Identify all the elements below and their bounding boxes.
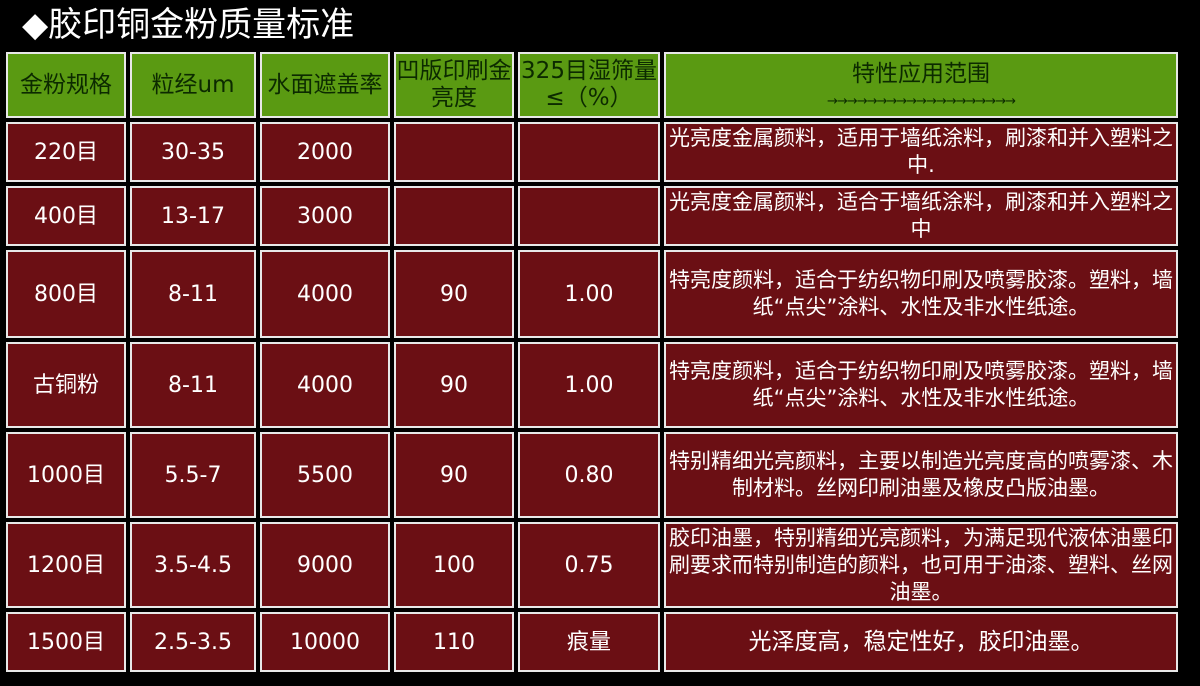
col-header-cover: 水面遮盖率 — [260, 52, 390, 118]
cell-bright: 90 — [394, 342, 514, 428]
cell-size: 8-11 — [130, 250, 256, 338]
cell-cover: 4000 — [260, 342, 390, 428]
cell-size: 30-35 — [130, 122, 256, 182]
cell-spec: 800目 — [6, 250, 126, 338]
table-row: 1000目 5.5-7 5500 90 0.80 特别精细光亮颜料，主要以制造光亮度高的喷… — [6, 432, 1178, 518]
col-header-bright: 凹版印刷金亮度 — [394, 52, 514, 118]
cell-cover: 3000 — [260, 186, 390, 246]
cell-spec: 220目 — [6, 122, 126, 182]
table-row: 1500目 2.5-3.5 10000 110 痕量 光泽度高，稳定性好，胶印油墨。 — [6, 612, 1178, 672]
cell-bright: 90 — [394, 432, 514, 518]
cell-sieve: 痕量 — [518, 612, 660, 672]
cell-sieve — [518, 122, 660, 182]
col-header-desc: 特性应用范围 →→→→→→→→→→→→→→→→→→→ — [664, 52, 1178, 118]
cell-cover: 2000 — [260, 122, 390, 182]
cell-spec: 1500目 — [6, 612, 126, 672]
table-row: 400目 13-17 3000 光亮度金属颜料，适合于墙纸涂料，刷漆和并入塑料之中 — [6, 186, 1178, 246]
cell-desc: 胶印油墨，特别精细光亮颜料，为满足现代液体油墨印刷要求而特别制造的颜料，也可用于… — [664, 522, 1178, 608]
cell-cover: 4000 — [260, 250, 390, 338]
cell-desc: 特别精细光亮颜料，主要以制造光亮度高的喷雾漆、木制材料。丝网印刷油墨及橡皮凸版油… — [664, 432, 1178, 518]
cell-bright: 110 — [394, 612, 514, 672]
cell-desc: 特亮度颜料，适合于纺织物印刷及喷雾胶漆。塑料，墙纸“点尖”涂料、水性及非水性纸途… — [664, 342, 1178, 428]
cell-spec: 1000目 — [6, 432, 126, 518]
cell-cover: 10000 — [260, 612, 390, 672]
table-row: 800目 8-11 4000 90 1.00 特亮度颜料，适合于纺织物印刷及喷雾胶漆。塑料… — [6, 250, 1178, 338]
cell-cover: 9000 — [260, 522, 390, 608]
cell-desc: 光泽度高，稳定性好，胶印油墨。 — [664, 612, 1178, 672]
cell-size: 8-11 — [130, 342, 256, 428]
cell-size: 2.5-3.5 — [130, 612, 256, 672]
cell-bright — [394, 186, 514, 246]
col-header-spec: 金粉规格 — [6, 52, 126, 118]
cell-bright — [394, 122, 514, 182]
cell-bright: 100 — [394, 522, 514, 608]
cell-desc: 特亮度颜料，适合于纺织物印刷及喷雾胶漆。塑料，墙纸“点尖”涂料、水性及非水性纸途… — [664, 250, 1178, 338]
cell-desc: 光亮度金属颜料，适合于墙纸涂料，刷漆和并入塑料之中 — [664, 186, 1178, 246]
cell-spec: 古铜粉 — [6, 342, 126, 428]
table-row: 古铜粉 8-11 4000 90 1.00 特亮度颜料，适合于纺织物印刷及喷雾胶漆。塑料，… — [6, 342, 1178, 428]
cell-desc: 光亮度金属颜料，适用于墙纸涂料，刷漆和并入塑料之中. — [664, 122, 1178, 182]
cell-spec: 1200目 — [6, 522, 126, 608]
cell-spec: 400目 — [6, 186, 126, 246]
page-title: ◆胶印铜金粉质量标准 — [22, 5, 355, 45]
cell-size: 13-17 — [130, 186, 256, 246]
cell-sieve: 1.00 — [518, 250, 660, 338]
cell-bright: 90 — [394, 250, 514, 338]
table-row: 1200目 3.5-4.5 9000 100 0.75 胶印油墨，特别精细光亮颜料，为满足… — [6, 522, 1178, 608]
cell-sieve: 0.75 — [518, 522, 660, 608]
cell-size: 5.5-7 — [130, 432, 256, 518]
cell-sieve: 1.00 — [518, 342, 660, 428]
cell-sieve — [518, 186, 660, 246]
cell-sieve: 0.80 — [518, 432, 660, 518]
cell-size: 3.5-4.5 — [130, 522, 256, 608]
col-header-sieve: 325目湿筛量≤（%） — [518, 52, 660, 118]
header-row: 金粉规格 粒经um 水面遮盖率 凹版印刷金亮度 325目湿筛量≤（%） 特性应用… — [6, 52, 1178, 118]
col-header-size: 粒经um — [130, 52, 256, 118]
cell-cover: 5500 — [260, 432, 390, 518]
table-row: 220目 30-35 2000 光亮度金属颜料，适用于墙纸涂料，刷漆和并入塑料之中. — [6, 122, 1178, 182]
gold-powder-table: 金粉规格 粒经um 水面遮盖率 凹版印刷金亮度 325目湿筛量≤（%） 特性应用… — [2, 48, 1182, 676]
arrow-line: →→→→→→→→→→→→→→→→→→→ — [827, 93, 1016, 109]
col-header-desc-label: 特性应用范围 — [852, 60, 990, 87]
